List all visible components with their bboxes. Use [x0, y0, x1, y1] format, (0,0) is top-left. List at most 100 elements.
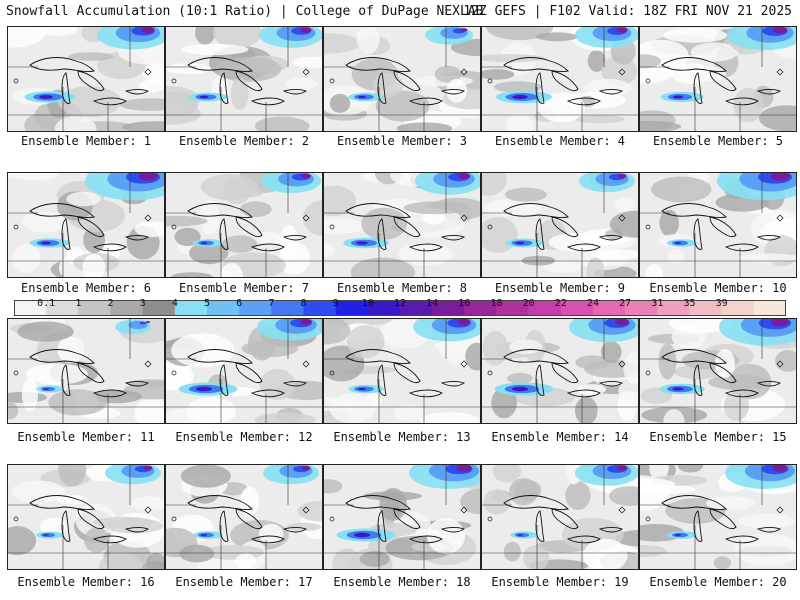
snowfall-map	[482, 27, 638, 131]
snowfall-map	[166, 465, 322, 569]
panel-caption: Ensemble Member: 1	[20, 134, 152, 148]
colorbar-swatch	[367, 300, 401, 316]
ensemble-panel	[7, 26, 165, 132]
colorbar-swatch	[207, 300, 240, 316]
ensemble-panel	[7, 318, 165, 424]
snowfall-map	[640, 319, 796, 423]
panel-caption: Ensemble Member: 14	[491, 430, 629, 444]
colorbar-tick-label: 2	[107, 298, 114, 309]
colorbar-tick-label: 8	[300, 298, 307, 309]
snowfall-map	[324, 319, 480, 423]
ensemble-panel	[639, 172, 797, 278]
ensemble-panel	[639, 26, 797, 132]
ensemble-panel	[165, 318, 323, 424]
ensemble-panel	[481, 172, 639, 278]
ensemble-panel	[7, 464, 165, 570]
ensemble-panel	[323, 464, 481, 570]
colorbar-tick-label: 20	[522, 298, 535, 309]
ensemble-panel	[165, 26, 323, 132]
colorbar-swatch	[560, 300, 594, 316]
ensemble-panel	[323, 318, 481, 424]
snowfall-map	[640, 27, 796, 131]
colorbar-swatch	[303, 300, 337, 316]
snowfall-map	[324, 27, 480, 131]
snowfall-map	[482, 465, 638, 569]
colorbar-swatch	[46, 300, 79, 316]
colorbar-swatch	[400, 300, 433, 316]
panel-caption: Ensemble Member: 20	[649, 575, 787, 589]
colorbar-tick-label: 31	[651, 298, 664, 309]
colorbar-tick-label: 6	[236, 298, 243, 309]
panel-caption: Ensemble Member: 4	[494, 134, 626, 148]
colorbar-swatch	[464, 300, 497, 316]
snowfall-map	[640, 173, 796, 277]
colorbar-tick-label: 16	[458, 298, 471, 309]
colorbar-swatch	[753, 300, 786, 316]
snowfall-map	[8, 465, 164, 569]
panel-caption: Ensemble Member: 11	[17, 430, 155, 444]
colorbar-swatch	[174, 300, 208, 316]
run-info: 12Z GEFS | F102 Valid: 18Z FRI NOV 21 20…	[463, 4, 792, 19]
colorbar-tick-label: 1	[75, 298, 82, 309]
ensemble-panel	[165, 464, 323, 570]
snowfall-map	[324, 173, 480, 277]
panel-caption: Ensemble Member: 6	[20, 281, 152, 295]
colorbar	[14, 300, 786, 316]
ensemble-panel	[165, 172, 323, 278]
snowfall-map	[166, 27, 322, 131]
panel-caption: Ensemble Member: 10	[649, 281, 787, 295]
colorbar-tick-label: 39	[715, 298, 728, 309]
colorbar-swatch	[110, 300, 144, 316]
snowfall-map	[324, 465, 480, 569]
map-title: Snowfall Accumulation (10:1 Ratio) | Col…	[6, 4, 484, 19]
panel-caption: Ensemble Member: 13	[333, 430, 471, 444]
colorbar-swatch	[496, 300, 530, 316]
colorbar-swatch	[657, 300, 690, 316]
ensemble-panel	[323, 26, 481, 132]
colorbar-swatch	[593, 300, 626, 316]
panel-caption: Ensemble Member: 18	[333, 575, 471, 589]
colorbar-tick-label: 7	[268, 298, 275, 309]
ensemble-panel	[481, 318, 639, 424]
colorbar-swatch	[625, 300, 658, 316]
colorbar-tick-label: 24	[586, 298, 600, 309]
colorbar-swatch	[335, 300, 369, 316]
colorbar-swatch	[689, 300, 723, 316]
colorbar-swatch	[721, 300, 755, 316]
ensemble-panel	[481, 464, 639, 570]
colorbar-tick-label: 12	[393, 298, 407, 309]
panel-caption: Ensemble Member: 3	[336, 134, 468, 148]
ensemble-panel	[639, 464, 797, 570]
colorbar-tick-label: 4	[171, 298, 178, 309]
panel-caption: Ensemble Member: 5	[652, 134, 784, 148]
colorbar-tick-label: 0.1	[37, 298, 56, 309]
colorbar-tick-label: 35	[683, 298, 696, 309]
ensemble-panel	[7, 172, 165, 278]
colorbar-swatch	[78, 300, 111, 316]
colorbar-tick-label: 3	[139, 298, 146, 309]
panel-caption: Ensemble Member: 8	[336, 281, 468, 295]
snowfall-map	[640, 465, 796, 569]
snowfall-map	[8, 319, 164, 423]
panel-caption: Ensemble Member: 19	[491, 575, 629, 589]
colorbar-swatch	[271, 300, 304, 316]
panel-caption: Ensemble Member: 17	[175, 575, 313, 589]
snowfall-map	[8, 27, 164, 131]
colorbar-swatch	[528, 300, 562, 316]
snowfall-map	[482, 173, 638, 277]
panel-caption: Ensemble Member: 12	[175, 430, 313, 444]
snowfall-map	[166, 173, 322, 277]
panel-caption: Ensemble Member: 2	[178, 134, 310, 148]
colorbar-tick-label: 14	[426, 298, 439, 309]
ensemble-panel	[481, 26, 639, 132]
colorbar-tick-label: 22	[554, 298, 567, 309]
snowfall-map	[8, 173, 164, 277]
panel-caption: Ensemble Member: 9	[494, 281, 626, 295]
colorbar-tick-label: 9	[332, 298, 339, 309]
header: Snowfall Accumulation (10:1 Ratio) | Col…	[0, 0, 800, 22]
colorbar-swatch	[142, 300, 176, 316]
colorbar-swatch	[14, 300, 47, 316]
ensemble-panel	[639, 318, 797, 424]
panel-caption: Ensemble Member: 7	[178, 281, 310, 295]
colorbar-tick-label: 18	[490, 298, 503, 309]
